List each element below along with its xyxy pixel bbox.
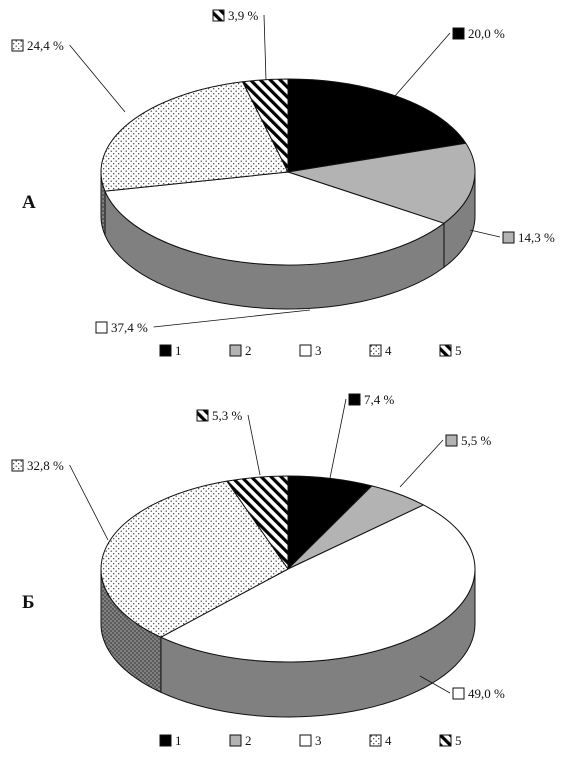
legend-label-4: 4 (385, 733, 392, 748)
leader-line (153, 309, 311, 328)
data-label-text: 24,4 % (27, 38, 64, 53)
data-label-text: 32,8 % (27, 458, 64, 473)
data-label-1: 7,4 % (329, 392, 395, 479)
leader-line (329, 398, 347, 479)
pie-slice-5 (226, 475, 289, 570)
data-label-4: 24,4 % (11, 38, 126, 113)
label-swatch-1 (452, 27, 465, 40)
pie-chart-a: А 20,0 % 14,3 % 37,4 % 24,4 % 3,9 % 1 2 3 4 5 (11, 8, 555, 358)
data-label-2: 5,5 % (399, 433, 492, 488)
leader-line (247, 414, 261, 476)
panel-letter: Б (22, 592, 35, 613)
legend-label-1: 1 (175, 733, 182, 748)
legend-swatch-5 (439, 344, 452, 357)
label-swatch-3 (95, 321, 108, 334)
label-swatch-1 (348, 393, 361, 406)
pie-slice-2 (287, 142, 476, 224)
leader-line (419, 675, 451, 694)
leader-line (69, 464, 109, 541)
label-swatch-2 (445, 434, 458, 447)
data-label-text: 37,4 % (111, 320, 148, 335)
pie-slice-3 (160, 504, 476, 663)
legend-label-2: 2 (245, 733, 252, 748)
legend-swatch-4 (369, 734, 382, 747)
leader-line (263, 14, 267, 81)
data-label-3: 49,0 % (419, 675, 505, 701)
legend-label-3: 3 (315, 343, 322, 358)
legend: 1 2 3 4 5 (159, 343, 462, 358)
data-label-5: 3,9 % (212, 8, 267, 81)
label-swatch-5 (212, 9, 225, 22)
data-label-text: 5,5 % (461, 433, 492, 448)
legend-label-1: 1 (175, 343, 182, 358)
data-label-5: 5,3 % (196, 408, 261, 476)
legend-swatch-1 (159, 344, 172, 357)
label-swatch-3 (452, 687, 465, 700)
leader-line (394, 32, 451, 97)
legend-swatch-4 (369, 344, 382, 357)
label-swatch-5 (196, 409, 209, 422)
label-swatch-2 (502, 231, 515, 244)
legend-label-5: 5 (455, 343, 462, 358)
pie-slice-1 (287, 78, 467, 173)
legend-label-3: 3 (315, 733, 322, 748)
leader-line (399, 439, 444, 488)
legend-swatch-3 (299, 734, 312, 747)
label-swatch-4 (11, 459, 24, 472)
legend: 1 2 3 4 5 (159, 733, 462, 748)
leader-line (469, 229, 501, 238)
data-label-text: 20,0 % (468, 26, 505, 41)
pie-chart-b: Б 7,4 % 5,5 % 49,0 % 32,8 % 5,3 % 1 2 3 4 5 (11, 392, 505, 748)
legend-swatch-3 (299, 344, 312, 357)
data-label-text: 7,4 % (364, 392, 395, 407)
data-label-text: 5,3 % (212, 408, 243, 423)
data-label-1: 20,0 % (394, 26, 505, 97)
legend-swatch-2 (229, 344, 242, 357)
legend-swatch-5 (439, 734, 452, 747)
legend-label-2: 2 (245, 343, 252, 358)
legend-label-4: 4 (385, 343, 392, 358)
data-label-3: 37,4 % (95, 309, 311, 335)
legend-swatch-2 (229, 734, 242, 747)
panel-letter: А (22, 192, 36, 213)
data-label-2: 14,3 % (469, 229, 555, 245)
data-label-4: 32,8 % (11, 458, 109, 541)
leader-line (69, 44, 126, 113)
data-label-text: 49,0 % (468, 686, 505, 701)
legend-label-5: 5 (455, 733, 462, 748)
pie-slice-3 (104, 171, 445, 266)
pie-slice-5 (242, 78, 289, 173)
pie-slice-4 (100, 81, 289, 192)
legend-swatch-1 (159, 734, 172, 747)
label-swatch-4 (11, 39, 24, 52)
pie-slice-4 (100, 480, 289, 638)
data-label-text: 14,3 % (518, 230, 555, 245)
data-label-text: 3,9 % (228, 8, 259, 23)
